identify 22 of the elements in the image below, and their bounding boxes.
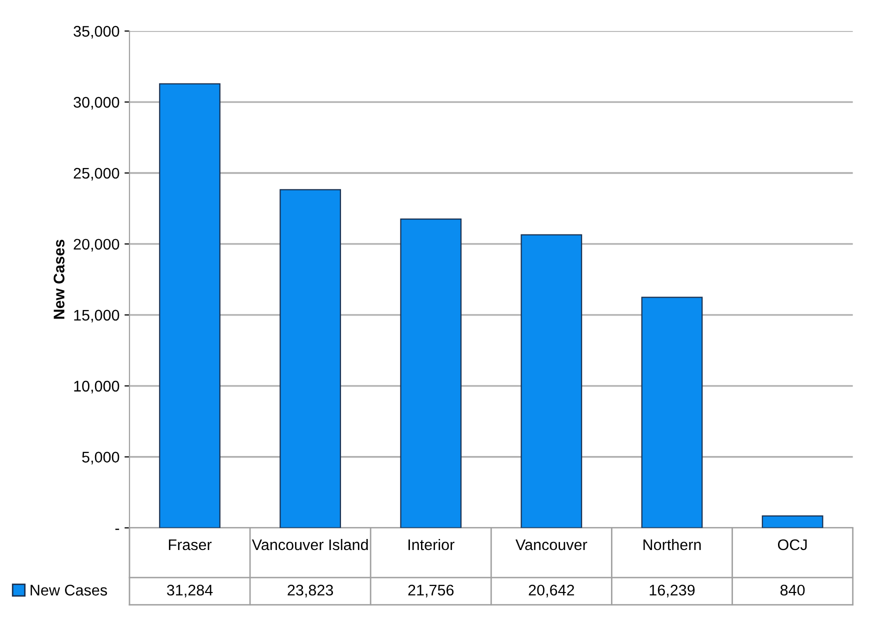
x-tick-label: Vancouver Island — [252, 538, 368, 550]
data-label: 20,642 — [528, 584, 574, 598]
data-label: 840 — [780, 584, 805, 596]
x-tick-label: Vancouver — [516, 540, 588, 550]
data-label: 23,823 — [288, 584, 334, 598]
y-tick-label: 20,000 — [74, 238, 120, 252]
x-tick-label: Interior — [408, 538, 454, 550]
data-label: 16,239 — [650, 584, 695, 598]
y-axis-title: New Cases — [54, 240, 64, 319]
y-tick-label: 5,000 — [82, 452, 120, 464]
y-tick-label: 30,000 — [74, 96, 120, 110]
y-tick-label: 35,000 — [74, 26, 120, 39]
y-tick-label: 10,000 — [74, 380, 120, 394]
x-tick-label: Fraser — [168, 540, 212, 550]
y-tick-label: - — [115, 528, 120, 530]
x-tick-label: Northern — [644, 538, 701, 550]
data-label: 21,756 — [408, 584, 454, 598]
legend-label: New Cases — [30, 584, 107, 596]
y-tick-label: 15,000 — [74, 310, 120, 322]
y-tick-label: 25,000 — [74, 168, 120, 180]
x-tick-label: OCJ — [778, 539, 807, 550]
data-label: 31,284 — [166, 584, 213, 598]
